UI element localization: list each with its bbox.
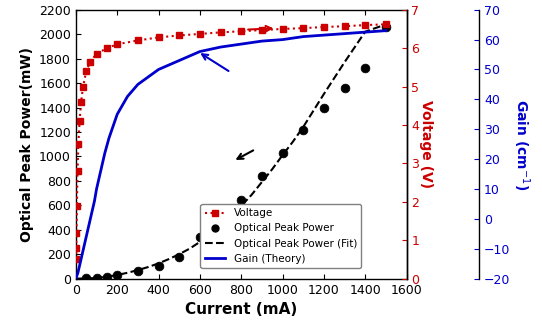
Point — [382, 24, 390, 29]
Point — [92, 275, 101, 281]
Point — [299, 127, 307, 132]
Point — [257, 173, 266, 179]
X-axis label: Current (mA): Current (mA) — [185, 302, 298, 317]
Point — [361, 66, 370, 71]
Point — [196, 235, 204, 240]
Point — [154, 264, 163, 269]
Point — [278, 150, 287, 155]
Y-axis label: Gain (cm$^{-1}$): Gain (cm$^{-1}$) — [511, 98, 531, 190]
Point — [175, 254, 184, 259]
Point — [340, 85, 349, 90]
Point — [82, 276, 91, 281]
Point — [102, 274, 111, 279]
Point — [237, 198, 246, 203]
Y-axis label: Optical Peak Power(mW): Optical Peak Power(mW) — [20, 47, 34, 242]
Legend: Voltage, Optical Peak Power, Optical Peak Power (Fit), Gain (Theory): Voltage, Optical Peak Power, Optical Pea… — [201, 204, 362, 268]
Y-axis label: Voltage (V): Voltage (V) — [420, 100, 433, 188]
Point — [133, 268, 142, 273]
Point — [216, 216, 225, 221]
Point — [113, 272, 121, 278]
Point — [320, 105, 328, 110]
